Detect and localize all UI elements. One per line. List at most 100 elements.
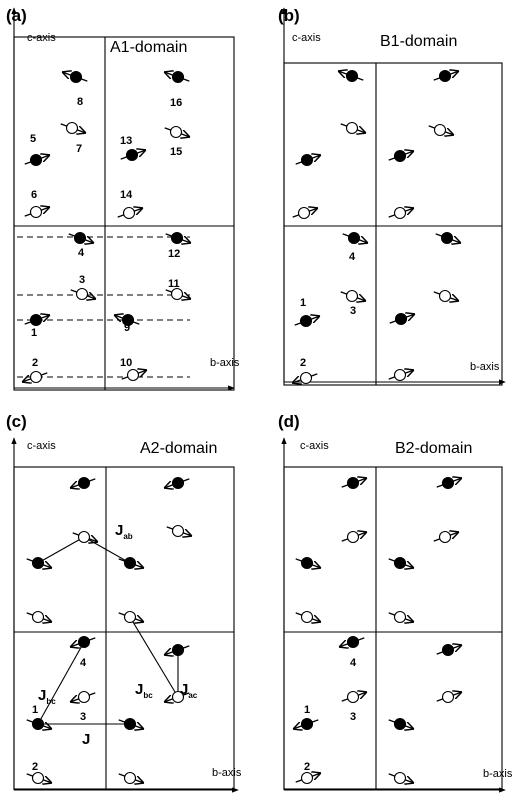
panel-a-site-number-2: 2 (32, 357, 38, 369)
panel-c-letter: (c) (6, 412, 27, 431)
panel-a-spin-16-atom (126, 368, 140, 382)
panel-d-spin-13-atom (300, 717, 314, 731)
panel-b-site-number-4: 4 (349, 251, 356, 263)
panel-d-spin-11-atom (346, 690, 360, 704)
panel-a-spin-12-atom (170, 287, 184, 301)
panel-c-jbc-bond-left (37, 641, 85, 725)
panel-a-spin-5-atom (125, 148, 139, 162)
panel-d-site-number-3: 3 (350, 711, 356, 723)
panel-a-spin-1-atom (69, 70, 83, 84)
panel-d-site-number-1: 1 (304, 704, 310, 716)
panel-b-spin-15-atom (299, 371, 313, 385)
panel-d-letter: (d) (278, 412, 300, 431)
panel-a-site-number-16: 16 (170, 97, 182, 109)
panel-a-spin-7-atom (29, 205, 43, 219)
panel-b-letter: (b) (278, 6, 300, 25)
panel-b-spin-14-atom (394, 312, 408, 326)
panel-a-site-number-11: 11 (168, 278, 180, 290)
panel-d-c-axis-label: c-axis (300, 440, 329, 452)
panel-c-jbc-bond-right (129, 616, 179, 698)
panel-d-spin-14-atom (393, 717, 407, 731)
panel-d-spin-5-atom (300, 556, 314, 570)
panel-c-spin-4-atom (171, 524, 185, 538)
panel-c-b-axis-label: b-axis (212, 767, 242, 779)
panel-a-site-number-3: 3 (79, 274, 85, 286)
panel-c-domain-title: A2-domain (140, 440, 217, 457)
coupling-jbc-left-label: Jbc (38, 687, 56, 706)
panel-d-spin-2-atom (441, 476, 455, 490)
panel-a-site-number-14: 14 (120, 189, 133, 201)
panel-c-site-number-1: 1 (32, 704, 38, 716)
panel-b-spin-5-atom (300, 153, 314, 167)
coupling-jbc-right-label: Jbc (135, 681, 153, 700)
panel-a-spin-4-atom (65, 121, 79, 135)
panel-c-spin-16-atom (123, 771, 137, 785)
panel-d-spin-10-atom (441, 643, 455, 657)
panel-a-c-axis-label: c-axis (27, 32, 56, 44)
panel-b-spin-13-atom (299, 314, 313, 328)
panel-d-spin-3-atom (346, 530, 360, 544)
panel-a-letter: (a) (6, 6, 27, 25)
panel-a-b-axis-label: b-axis (210, 357, 240, 369)
panel-d-spin-12-atom (441, 690, 455, 704)
panel-b-site-number-3: 3 (350, 305, 356, 317)
panel-b-site-number-2: 2 (300, 357, 306, 369)
panel-c-spin-7-atom (31, 610, 45, 624)
panel-d-site-number-4: 4 (350, 657, 357, 669)
panel-a-spin-2-atom (171, 70, 185, 84)
panel-a-spin-14-atom (121, 313, 135, 327)
panel-a-spin-11-atom (75, 287, 89, 301)
panel-d-site-number-2: 2 (304, 761, 310, 773)
panel-d-spin-16-atom (393, 771, 407, 785)
panel-a-site-number-12: 12 (168, 248, 180, 260)
panel-b-spin-3-atom (345, 121, 359, 135)
panel-c-site-number-4: 4 (80, 657, 87, 669)
panel-b-spin-10-atom (440, 231, 454, 245)
panel-d-frame (283, 466, 503, 790)
panel-b-site-number-1: 1 (300, 297, 306, 309)
panel-c-spin-13-atom (31, 717, 45, 731)
panel-b-b-axis-label: b-axis (470, 361, 500, 373)
panel-c-site-number-2: 2 (32, 761, 38, 773)
panel-a-domain-title: A1-domain (110, 39, 187, 56)
panel-b-spin-12-atom (438, 289, 452, 303)
panel-a-site-number-9: 9 (124, 322, 130, 334)
coupling-j-label: J (82, 731, 90, 748)
panel-c-spin-15-atom (31, 771, 45, 785)
panel-a-site-number-5: 5 (30, 133, 36, 145)
coupling-jac-label: Jac (180, 681, 198, 700)
panel-b-spin-1-atom (345, 69, 359, 83)
panel-d-spin-15-atom (300, 771, 314, 785)
panel-a-site-number-7: 7 (76, 143, 82, 155)
panel-c-c-axis-label: c-axis (27, 440, 56, 452)
panel-c-spin-8-atom (123, 610, 137, 624)
panel-d-domain-title: B2-domain (395, 440, 472, 457)
panel-a-site-number-10: 10 (120, 357, 132, 369)
panel-b-domain-title: B1-domain (380, 33, 457, 50)
panel-c-spin-12-atom (171, 690, 185, 704)
panel-d-spin-9-atom (346, 635, 360, 649)
panel-a-site-number-13: 13 (120, 135, 132, 147)
panel-a-spin-8-atom (122, 206, 136, 220)
panel-c-site-number-3: 3 (80, 711, 86, 723)
panel-a-site-number-6: 6 (31, 189, 37, 201)
panel-c-spin-11-atom (77, 690, 91, 704)
panel-c-jab-bond-left (37, 536, 85, 564)
panel-a-site-number-1: 1 (31, 327, 37, 339)
panel-b-spin-9-atom (347, 231, 361, 245)
panel-d-spin-7-atom (300, 610, 314, 624)
panel-d-spin-8-atom (393, 610, 407, 624)
panel-a-spin-13-atom (29, 313, 43, 327)
panel-b-spin-7-atom (297, 206, 311, 220)
panel-c-spin-3-atom (77, 530, 91, 544)
panel-c-spin-2-atom (171, 476, 185, 490)
panel-c-spin-6-atom (123, 556, 137, 570)
panel-b-c-axis-label: c-axis (292, 32, 321, 44)
panel-c-spin-14-atom (123, 717, 137, 731)
panel-b-spin-4-atom (433, 123, 447, 137)
panel-a-site-number-4: 4 (78, 247, 85, 259)
panel-b-spin-8-atom (393, 206, 407, 220)
panel-c-spin-10-atom (171, 643, 185, 657)
